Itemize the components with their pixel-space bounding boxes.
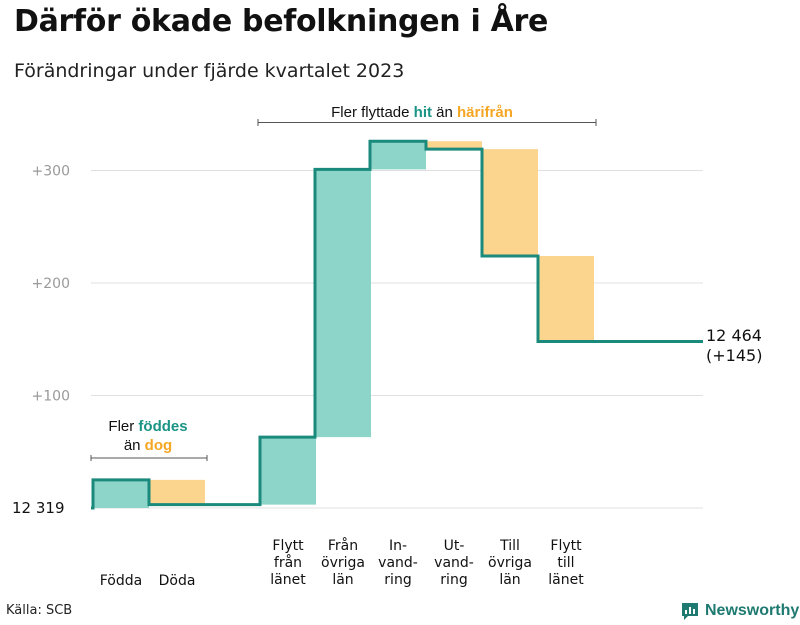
waterfall-bar	[538, 256, 594, 342]
grid-lines	[91, 170, 703, 509]
category-label: Födda	[100, 573, 142, 589]
chart-title: Därför ökade befolkningen i Åre	[14, 4, 549, 39]
category-label: länet	[548, 572, 584, 588]
category-label: län	[332, 572, 353, 588]
annotation-moves-highlight1: hit	[414, 104, 432, 121]
cumulative-line-group	[91, 139, 703, 510]
waterfall-bar	[370, 141, 426, 170]
category-label: Flytt	[550, 538, 582, 554]
y-tick-label: +100	[32, 389, 70, 405]
category-label: övriga	[321, 555, 365, 571]
annotation-births-highlight1: föddes	[138, 418, 187, 435]
cumulative-line	[91, 139, 703, 510]
waterfall-bar	[426, 141, 482, 150]
category-labels: Födda DödaFlyttfrånlänetFrånövrigalänIn-v…	[100, 537, 584, 589]
category-label: övriga	[488, 555, 532, 571]
category-label: Från	[328, 537, 358, 554]
brand-name: Newsworthy	[705, 602, 800, 619]
annotation-moves-highlight2: härifrån	[457, 104, 513, 121]
y-tick-label: +300	[32, 164, 70, 180]
annotation-births-line2: än dog	[124, 437, 172, 454]
annotation-moves-bracket	[257, 119, 597, 126]
category-label: In-	[389, 538, 407, 554]
end-value-label: 12 464	[706, 326, 762, 345]
bars	[93, 141, 594, 508]
newsworthy-logo-icon	[682, 603, 698, 620]
brand-logo: Newsworthy	[680, 601, 799, 621]
category-label: Flytt	[272, 538, 304, 554]
category-label: Döda	[159, 573, 196, 589]
category-label: länet	[270, 572, 306, 588]
waterfall-bar	[260, 437, 316, 505]
annotation-births-highlight2: dog	[145, 437, 173, 454]
chart-subtitle: Förändringar under fjärde kvartalet 2023	[14, 60, 405, 82]
y-axis-ticks: +100 +200 +300	[32, 164, 70, 405]
category-label: vand-	[434, 555, 474, 571]
category-label: Till	[499, 538, 520, 554]
waterfall-bar	[315, 169, 371, 438]
annotation-moves: Fler flyttade hit än härifrån	[331, 104, 513, 121]
category-label: ring	[440, 572, 467, 588]
waterfall-bar	[149, 479, 205, 505]
category-label: vand-	[378, 555, 418, 571]
category-label: till	[557, 555, 574, 571]
y-tick-label: +200	[32, 276, 70, 292]
category-label: län	[499, 572, 520, 588]
waterfall-bar	[482, 149, 538, 256]
annotation-births-bracket	[90, 455, 208, 461]
source-note: Källa: SCB	[6, 603, 73, 618]
waterfall-bar	[93, 479, 149, 508]
category-label: från	[274, 554, 302, 571]
annotation-births-line1: Fler föddes	[108, 418, 187, 435]
category-label: ring	[384, 572, 411, 588]
base-label: 12 319	[12, 499, 65, 517]
end-change-label: (+145)	[706, 346, 762, 365]
category-label: Ut-	[444, 538, 465, 554]
